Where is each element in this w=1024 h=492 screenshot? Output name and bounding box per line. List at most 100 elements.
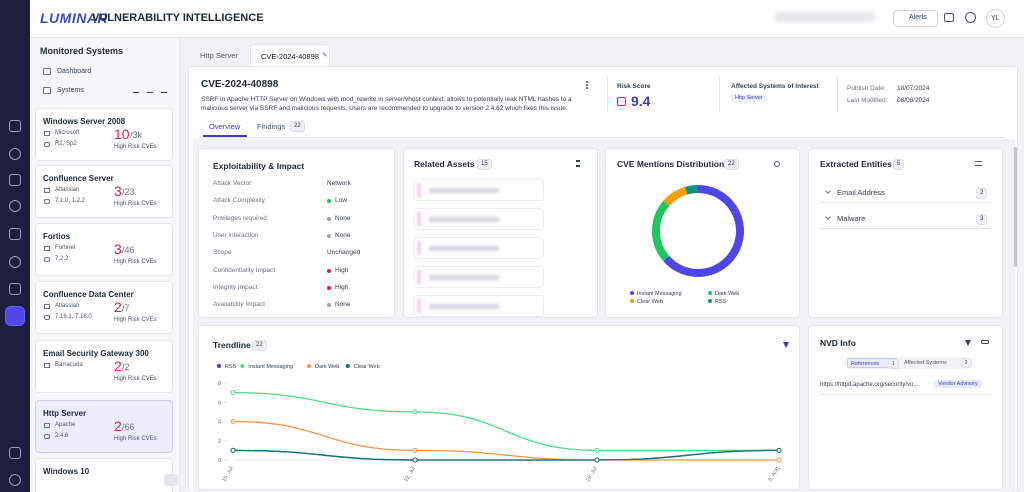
nav-item[interactable]: Dashboard	[57, 68, 92, 75]
cve-id: CVE-2024-40898	[201, 79, 279, 90]
nav-icon[interactable]	[9, 447, 21, 459]
version-icon	[44, 434, 50, 439]
asset-row[interactable]	[414, 179, 544, 201]
high-risk-count: 2	[114, 418, 122, 434]
y-tick-label: 2	[218, 439, 221, 445]
y-tick-label: 6	[218, 400, 221, 406]
status-dot	[327, 285, 331, 290]
count-badge: 2	[960, 358, 972, 368]
series-point	[230, 419, 236, 424]
divider	[607, 77, 608, 113]
system-card[interactable]: Http Server Apache 2.4.6 2/66 High Risk CVEs	[35, 400, 173, 453]
sidebar-title: Monitored Systems	[40, 46, 124, 56]
chat-icon[interactable]	[944, 13, 954, 22]
account-selector[interactable]	[775, 12, 875, 22]
subtab[interactable]: Overview	[209, 122, 241, 131]
collapse-button[interactable]	[164, 474, 178, 486]
system-name: Windows 10	[43, 467, 90, 476]
nav-icon	[43, 87, 51, 94]
reference-url[interactable]: https://httpd.apache.org/security/vu...	[820, 382, 919, 388]
user-avatar[interactable]: YL	[986, 9, 1005, 28]
info-icon[interactable]	[965, 12, 976, 23]
x-tick-label: 29. Jul	[585, 466, 598, 483]
asset-row[interactable]	[414, 295, 544, 317]
filter-icon[interactable]	[965, 340, 971, 346]
link-icon[interactable]	[981, 340, 989, 344]
filter-icon[interactable]	[774, 161, 780, 167]
field-label: Integrity Impact	[213, 283, 258, 291]
nav-icon[interactable]	[9, 120, 21, 132]
publish-date: 18/07/2024	[897, 85, 930, 92]
legend-label: Instant Messaging	[248, 364, 293, 370]
total-count: /7	[122, 303, 130, 313]
list-icon[interactable]	[975, 161, 982, 166]
system-card[interactable]: Windows Server 2008 Microsoft R2, Sp2 10/3k…	[35, 108, 173, 161]
high-risk-count: 10	[114, 126, 130, 142]
high-risk-label: High Risk CVEs	[114, 144, 157, 150]
nav-icon[interactable]	[9, 474, 21, 486]
card-title: Exploitability & Impact	[213, 161, 305, 171]
status-dot	[327, 216, 331, 221]
asset-row[interactable]	[414, 266, 544, 288]
nvd-tab[interactable]: Affected Systems 2	[901, 358, 972, 368]
nav-icon[interactable]	[9, 174, 21, 186]
series-point	[412, 447, 418, 453]
system-card[interactable]: Confluence Server Atlassian 7.1.0, 1.2.2 3/…	[35, 165, 173, 218]
nav-item[interactable]: Systems	[57, 87, 84, 94]
affected-chip: Http Server	[731, 94, 767, 102]
entity-row[interactable]: Email Address 2	[819, 181, 991, 203]
alerts-button[interactable]: Alerts	[893, 10, 938, 27]
tool-icon[interactable]	[147, 86, 153, 93]
nav-icon[interactable]	[9, 148, 21, 160]
caret	[825, 188, 831, 194]
legend-label: RSS	[715, 299, 727, 305]
header: LUMINAR VULNERABILITY INTELLIGENCE Alerts Y…	[30, 0, 1024, 38]
row-rule	[819, 394, 991, 395]
series-point	[594, 457, 600, 463]
subtab[interactable]: Findings	[257, 122, 286, 131]
tool-icon[interactable]	[133, 86, 139, 93]
system-version: 7.2.2	[55, 256, 69, 262]
system-card[interactable]: Email Security Gateway 300 Barracuda 2/2 Hi…	[35, 340, 173, 393]
filter-icon[interactable]	[783, 342, 789, 348]
asset-row[interactable]	[414, 208, 544, 230]
sort-icon[interactable]	[576, 160, 580, 167]
vendor-icon	[44, 363, 50, 368]
tab-close[interactable]	[322, 52, 327, 57]
asset-marker	[417, 241, 421, 255]
y-tick-label: 0	[218, 458, 221, 464]
legend-swatch	[630, 291, 634, 295]
system-vendor: Atlassian	[55, 303, 80, 309]
status-dot	[327, 268, 331, 273]
tab[interactable]: Http Server	[190, 44, 248, 66]
system-card[interactable]: Fortios Fortinet 7.2.2 3/46 High Risk CVEs	[35, 223, 173, 276]
total-count: /46	[122, 245, 135, 255]
nvd-tab[interactable]: References 1	[847, 358, 899, 369]
nav-icon[interactable]	[9, 256, 21, 268]
asset-row[interactable]	[414, 237, 544, 259]
system-card[interactable]: Confluence Data Center Atlassian 7.18.1, 7…	[35, 281, 173, 334]
high-risk-count: 2	[114, 358, 122, 374]
field-label: Scope	[213, 249, 232, 257]
nav-icon[interactable]	[5, 306, 25, 326]
divider	[837, 77, 838, 113]
nav-icon[interactable]	[9, 200, 21, 212]
donut-segment	[652, 200, 670, 262]
asset-text	[429, 188, 499, 193]
x-tick-label: 22. Jul	[403, 466, 416, 483]
entity-row[interactable]: Malware 3	[819, 207, 991, 229]
system-card[interactable]: Windows 10	[35, 458, 173, 492]
nav-icon[interactable]	[9, 283, 21, 295]
tab[interactable]: CVE-2024-40898	[250, 44, 330, 66]
tool-icon[interactable]	[161, 86, 167, 93]
donut-segment	[663, 186, 688, 207]
divider	[719, 77, 720, 113]
series-point	[776, 457, 782, 463]
field-label: User interaction	[213, 231, 259, 239]
trendline-card: Trendline 22 RSS Instant Messaging Dark Web C…	[198, 325, 800, 490]
field-value: Unchanged	[327, 249, 361, 257]
count-badge: 15	[477, 159, 492, 170]
more-icon[interactable]	[586, 81, 588, 89]
x-tick-label: 5. Aug	[768, 466, 781, 483]
nav-icon[interactable]	[9, 228, 21, 240]
